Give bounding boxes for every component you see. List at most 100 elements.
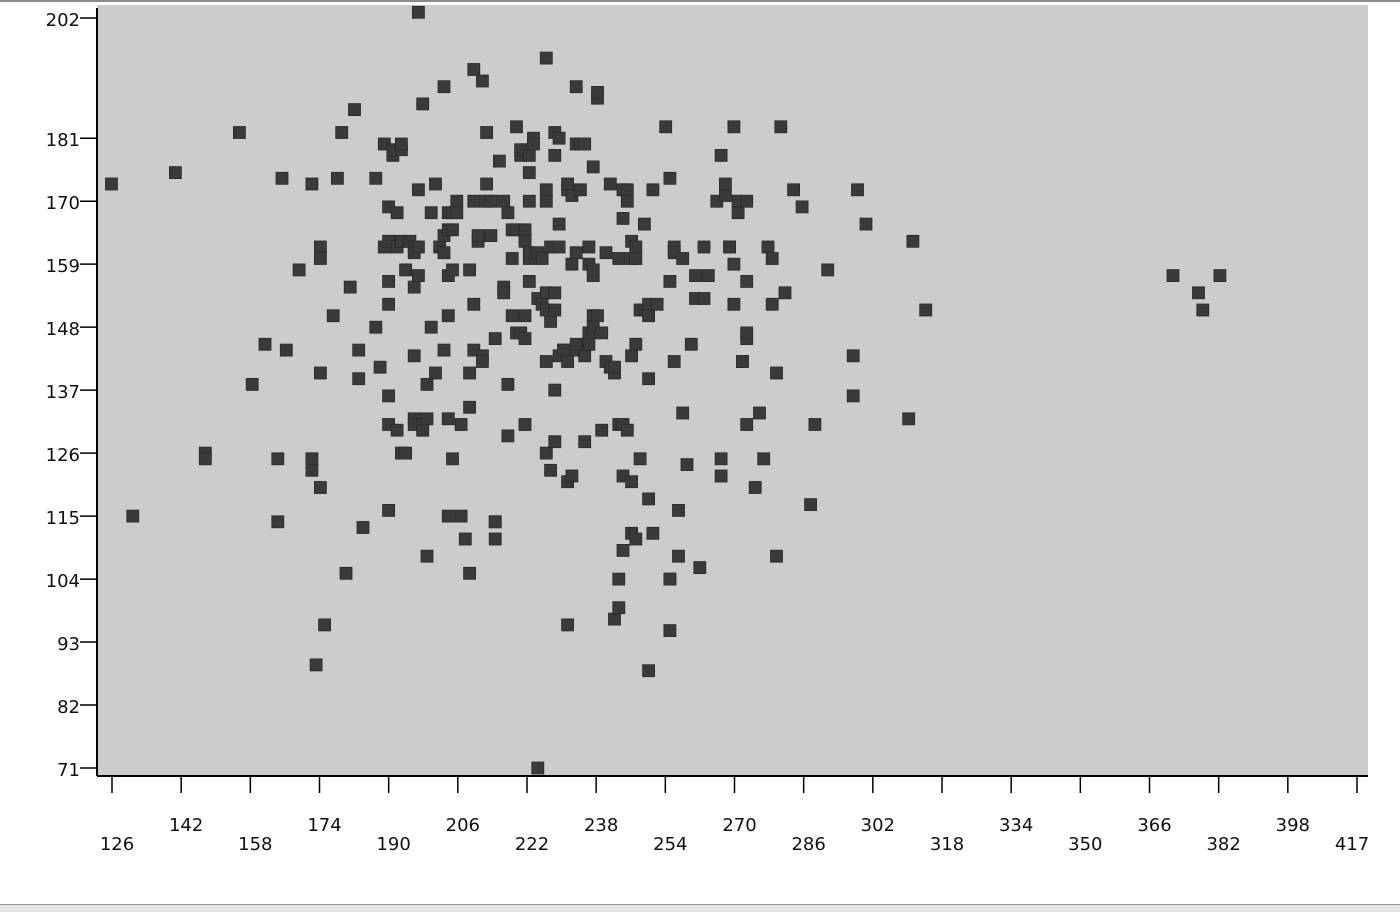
data-point [518,332,532,346]
data-point [416,97,430,111]
data-point [437,343,451,357]
data-point [488,332,502,346]
data-point [629,240,643,254]
data-point [821,263,835,277]
data-point [642,372,655,386]
data-point [548,148,562,162]
data-point [765,297,779,311]
x-tick-label: 382 [1206,834,1240,855]
data-point [561,618,574,632]
y-tick-label: 137 [46,382,80,403]
data-point [450,206,464,220]
data-point [522,194,536,208]
data-point [522,166,536,180]
data-point [757,452,771,466]
data-point [467,194,481,208]
data-point [382,274,396,288]
data-point [740,326,754,340]
x-tick-label: 398 [1276,815,1310,836]
data-point [313,252,327,265]
data-point [731,206,745,220]
data-point [518,234,532,248]
data-point [770,366,783,380]
data-point [454,509,468,523]
data-point [659,120,673,134]
data-point [463,566,477,580]
data-point [646,183,660,197]
data-point [851,183,864,197]
data-point [309,658,323,672]
data-point [727,297,741,311]
data-point [629,337,643,351]
data-point [548,286,562,300]
data-point [437,80,451,94]
data-point [475,355,489,368]
y-axis-ticks: 71 82 93 104 115 126 137 148 159 170 181 202 [46,10,97,781]
data-point [676,252,690,265]
data-point [638,217,651,231]
data-point [527,137,540,151]
data-point [501,206,515,220]
data-point [795,200,809,214]
data-point [612,572,626,586]
data-point [446,223,459,237]
data-point [676,406,690,420]
data-point [326,309,340,323]
data-point [271,515,285,529]
data-point [561,355,574,368]
data-point [561,177,574,191]
data-point [271,452,285,466]
data-point [446,452,459,466]
data-point [548,383,562,397]
data-point [565,257,579,271]
data-point [480,177,494,191]
data-point [356,521,370,534]
data-point [399,263,413,277]
data-point [804,498,817,512]
plot-area [97,5,1368,776]
data-point [390,206,404,220]
data-point [539,183,553,197]
y-tick-label: 82 [57,697,80,718]
data-point [339,566,353,580]
data-point [919,303,933,317]
data-point [586,160,600,174]
data-point [642,309,655,323]
data-point [441,309,455,323]
data-point [275,171,289,185]
data-point [672,549,685,563]
data-point [723,240,736,254]
data-point [616,544,630,557]
data-point [612,601,626,615]
data-point [646,526,660,540]
data-point [727,257,741,271]
data-point [693,561,707,574]
data-point [740,418,754,431]
data-point [633,452,647,466]
data-point [305,177,319,191]
data-point [437,246,451,260]
data-point [488,532,502,546]
data-point [424,320,438,334]
data-point [501,377,515,391]
data-point [557,343,570,357]
data-point [352,343,366,357]
x-tick-label: 334 [999,815,1033,836]
data-point [518,309,532,323]
data-point [390,423,404,437]
data-point [625,349,638,363]
data-point [488,515,502,529]
window-bottom-bar [0,904,1400,912]
data-point [475,74,489,88]
data-point [667,355,681,368]
data-point [382,503,396,517]
data-point [748,481,762,494]
x-tick-label: 126 [100,834,134,855]
data-point [714,148,728,162]
data-point [859,217,873,231]
data-point [343,280,357,294]
data-point [382,389,396,403]
x-tick-label: 286 [791,834,825,855]
data-point [787,183,800,197]
data-point [753,406,766,420]
